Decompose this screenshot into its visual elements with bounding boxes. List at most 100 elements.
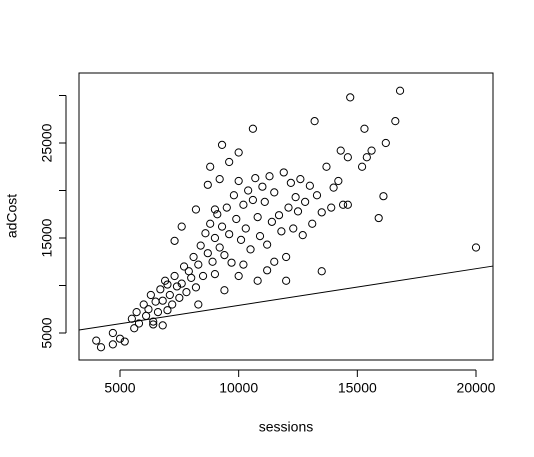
point [194,300,203,309]
point [163,306,172,315]
point [346,93,355,102]
point [158,296,167,305]
point [343,153,352,162]
point [360,124,369,133]
point [206,219,215,228]
plot-box [78,72,494,361]
point [215,174,224,184]
point [232,214,241,224]
point [144,305,153,314]
point [196,241,205,250]
point [282,276,291,285]
point [189,252,198,262]
point [149,320,158,329]
point [263,240,272,249]
point [165,290,174,300]
x-tick-label: 15000 [338,380,377,396]
point [367,146,376,155]
point [153,308,163,317]
point [255,231,265,241]
point [172,282,182,291]
point [234,176,243,186]
point [141,311,151,321]
point [239,260,248,269]
point [184,267,193,276]
point [234,271,243,281]
point [312,191,322,200]
point [471,243,481,252]
point [175,293,184,302]
point [201,229,210,238]
point [317,267,326,276]
point [305,181,314,190]
point [225,157,234,167]
point [203,249,212,258]
point [374,213,383,223]
point [241,224,250,233]
point [194,260,203,269]
point [270,188,279,197]
point [177,222,186,231]
point [179,262,189,271]
point [248,195,258,205]
point [220,286,229,295]
point [158,321,167,330]
point [263,266,272,275]
x-axis-title: sessions [259,419,313,435]
point [187,273,196,282]
point [270,257,279,266]
point [362,153,371,162]
point [327,203,336,212]
point [203,180,212,189]
point [108,328,117,338]
point [163,280,172,289]
point [279,168,288,177]
point [215,243,224,252]
x-tick-label: 5000 [104,380,135,396]
point [286,178,295,187]
point [298,231,307,240]
point [168,300,177,309]
regression-line [78,265,494,331]
point [253,212,262,222]
point [277,227,286,236]
point [274,211,284,220]
point [357,162,367,171]
point [191,205,201,214]
point [132,308,141,317]
point [229,191,239,200]
point [108,340,117,349]
point [317,208,326,217]
point [134,319,144,328]
point [293,207,303,216]
point [322,162,331,171]
point [239,200,248,209]
point [222,203,231,212]
point [329,183,338,192]
point [170,271,179,281]
point [210,205,220,214]
point [156,285,165,294]
point [291,193,300,202]
point [253,276,262,285]
point [289,224,298,233]
point [265,172,274,181]
y-axis-title: adCost [4,194,20,238]
point [267,217,276,226]
point [391,117,400,126]
point [395,86,405,95]
point [217,140,227,149]
point [381,138,390,148]
point [120,337,129,346]
point [260,197,269,206]
point [198,271,208,281]
point [146,290,155,300]
point [206,162,215,171]
point [191,283,201,292]
point [96,343,106,352]
point [182,288,191,297]
point [338,200,348,209]
point [217,222,227,231]
